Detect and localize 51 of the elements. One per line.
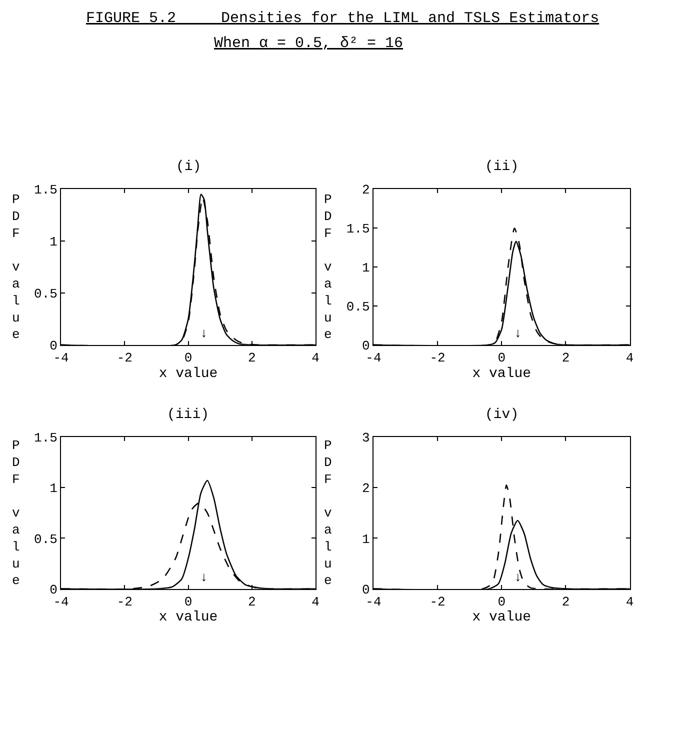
x-axis-title: x value (472, 610, 532, 626)
text: FIGURE 5.2 Densities for the LIML and TSLS Estimators (86, 10, 600, 27)
y-tick-label: 2 (362, 481, 370, 496)
text: PDF value (324, 438, 332, 588)
x-tick-label: 4 (626, 594, 634, 610)
x-tick-label: -2 (430, 350, 446, 366)
y-tick-label: 1.5 (34, 182, 58, 198)
y-tick-label: 1.5 (34, 430, 58, 446)
x-tick-label: -4 (366, 350, 382, 366)
y-tick-label: 1 (362, 260, 370, 276)
y-tick-label: 1 (50, 234, 58, 250)
y-tick-label: 3 (362, 430, 370, 446)
y-tick-label: 0.5 (34, 286, 58, 302)
x-tick-label: 2 (248, 594, 256, 610)
x-tick-label: -4 (53, 350, 70, 366)
x-tick-label: -2 (116, 594, 132, 610)
x-tick-label: 0 (498, 350, 506, 366)
y-tick-label: 1 (50, 481, 58, 496)
y-tick-label: 0.5 (34, 532, 58, 547)
text: When α = 0.5, δ² = 16 (214, 35, 404, 52)
y-tick-label: 1.5 (346, 222, 370, 237)
y-tick-label: 0 (362, 338, 370, 354)
text: PDF value (12, 192, 20, 342)
x-tick-label: -2 (116, 350, 132, 366)
x-tick-label: 0 (184, 594, 192, 610)
x-tick-label: 2 (248, 350, 256, 366)
annotation: ↓ (200, 570, 208, 585)
y-tick-label: 0 (50, 338, 58, 354)
annotation: ↓ (514, 326, 522, 341)
annotation: ↓ (514, 570, 522, 585)
text: PDF value (324, 192, 332, 342)
x-tick-label: 4 (312, 350, 320, 366)
x-tick-label: 0 (498, 594, 506, 610)
annotation: ↓ (200, 326, 208, 341)
chart-title: (i) (176, 159, 202, 175)
x-axis-title: x value (158, 610, 218, 626)
x-tick-label: 4 (312, 594, 320, 610)
x-axis-title: x value (472, 366, 532, 382)
x-axis-title: x value (158, 366, 218, 382)
y-tick-label: 1 (362, 532, 370, 547)
y-tick-label: 0.5 (346, 300, 370, 315)
x-tick-label: 2 (562, 350, 570, 366)
x-tick-label: 2 (562, 594, 570, 610)
chart-title: (iv) (485, 407, 519, 423)
x-tick-label: 0 (184, 350, 192, 366)
text: PDF value (12, 438, 20, 588)
x-tick-label: -2 (430, 594, 446, 610)
y-tick-label: 2 (362, 182, 370, 198)
chart-title: (ii) (485, 159, 519, 175)
x-tick-label: 4 (626, 350, 634, 366)
chart-title: (iii) (167, 407, 210, 423)
